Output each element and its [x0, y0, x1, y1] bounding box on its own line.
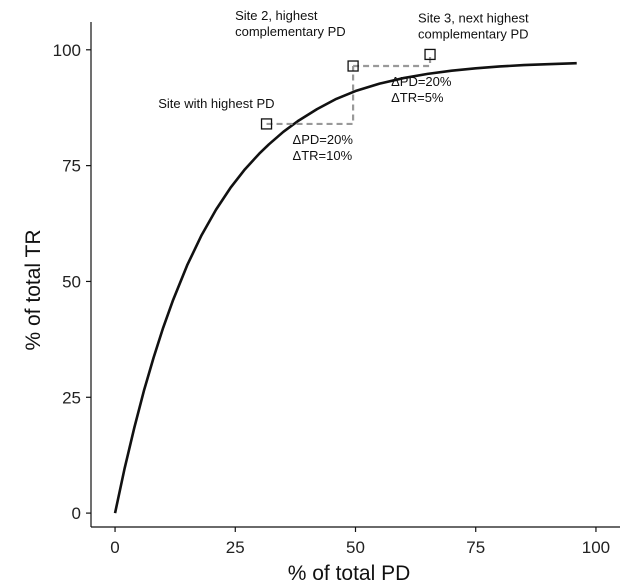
site-marker — [424, 48, 436, 61]
chart-marks — [113, 48, 577, 514]
site-1-label: Site with highest PD — [158, 96, 274, 111]
site-2-label: Site 2, highest complementary PD — [235, 8, 346, 39]
x-tick-label: 100 — [582, 538, 610, 557]
step-2-label: ΔPD=20% ΔTR=5% — [391, 74, 452, 105]
x-tick-label: 0 — [110, 538, 119, 557]
y-tick-label: 50 — [62, 272, 81, 291]
tr-pd-curve — [113, 61, 577, 514]
y-tick-label: 0 — [72, 504, 81, 523]
step-dashed-line — [266, 66, 355, 126]
y-tick-label: 25 — [62, 388, 81, 407]
x-tick-label: 25 — [226, 538, 245, 557]
x-axis-title: % of total PD — [288, 562, 411, 585]
x-tick-label: 75 — [466, 538, 485, 557]
axes: 0 25 50 75 100 0 25 50 75 100 — [53, 22, 620, 557]
x-tick-label: 50 — [346, 538, 365, 557]
step-1-label: ΔPD=20% ΔTR=10% — [293, 132, 354, 163]
site-3-label: Site 3, next highest complementary PD — [418, 10, 529, 41]
y-tick-label: 100 — [53, 41, 81, 60]
annotations: Site with highest PD Site 2, highest compl… — [158, 8, 529, 163]
site-marker — [260, 118, 273, 130]
step-dashed-line — [353, 54, 432, 68]
y-axis-title: % of total TR — [22, 230, 45, 351]
y-tick-label: 75 — [62, 157, 81, 176]
site-marker — [347, 60, 359, 72]
